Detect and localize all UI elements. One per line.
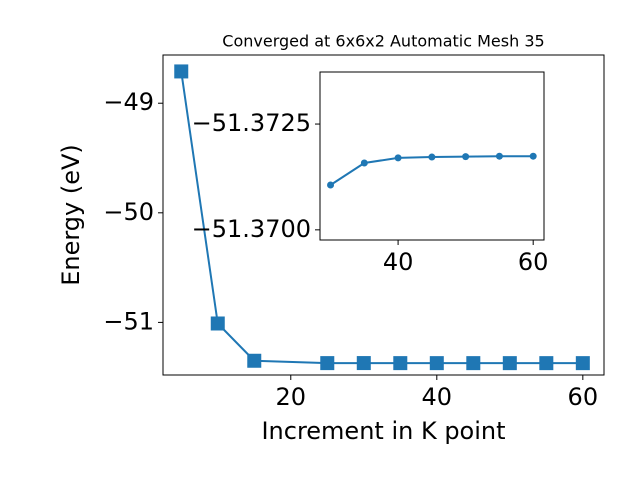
data-point (462, 153, 470, 161)
y-axis-label: Energy (eV) (57, 144, 85, 286)
data-point (429, 356, 444, 371)
data-point (247, 353, 262, 368)
data-point (356, 356, 371, 371)
data-point (210, 316, 225, 331)
data-point (428, 153, 436, 161)
data-point (360, 159, 368, 167)
y-tick-label: −50 (103, 198, 154, 226)
data-point (393, 356, 408, 371)
y-tick-label: −51.3725 (192, 109, 311, 137)
data-point (320, 356, 335, 371)
x-tick-label: 40 (383, 248, 414, 276)
data-point (539, 356, 554, 371)
x-tick-label: 60 (518, 248, 549, 276)
data-point (575, 356, 590, 371)
x-axis-label: Increment in K point (261, 417, 505, 445)
data-point (529, 152, 537, 160)
chart-title: Converged at 6x6x2 Automatic Mesh 35 (222, 32, 544, 51)
x-tick-label: 60 (568, 383, 599, 411)
data-point (502, 356, 517, 371)
data-point (174, 64, 189, 79)
y-tick-label: −51 (103, 307, 154, 335)
data-point (466, 356, 481, 371)
x-tick-label: 40 (422, 383, 453, 411)
data-point (394, 154, 402, 162)
y-tick-label: −49 (103, 88, 154, 116)
x-tick-label: 20 (275, 383, 306, 411)
y-tick-label: −51.3700 (192, 215, 311, 243)
data-point (327, 181, 335, 189)
data-point (495, 152, 503, 160)
